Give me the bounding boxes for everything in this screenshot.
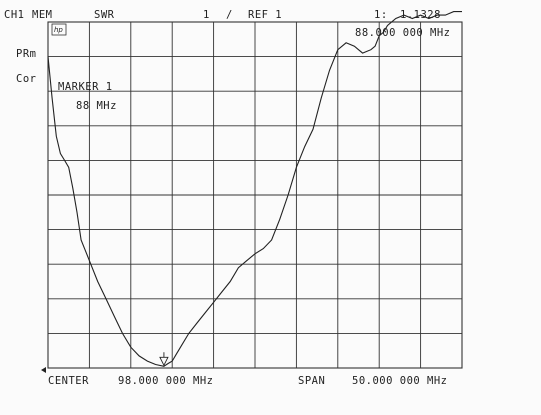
reference-label: REF 1: [248, 9, 283, 21]
span-frequency: 50.000 000 MHz: [352, 375, 448, 387]
center-label: CENTER: [48, 375, 89, 387]
marker-number: 1:: [374, 9, 388, 21]
reference-arrow-icon: [41, 367, 46, 373]
memory-label: MEM: [32, 9, 53, 21]
correction-annotation: Cor: [16, 73, 37, 85]
parameter-annotation: PRm: [16, 48, 37, 60]
hp-logo-box: [51, 23, 67, 36]
marker-triangle-icon: [159, 352, 169, 367]
marker-readout-value: 1.1328: [400, 9, 441, 21]
format-label: SWR: [94, 9, 115, 21]
hp-logo-icon: hp: [54, 26, 63, 34]
marker-box-frequency: 88 MHz: [76, 100, 117, 112]
marker-readout-frequency: 88.000 000 MHz: [355, 27, 451, 39]
graticule: [47, 21, 463, 369]
scale-value: 1: [203, 9, 210, 21]
channel-label: CH1: [4, 9, 25, 21]
scale-slash: /: [226, 9, 233, 21]
marker-box-title: MARKER 1: [58, 81, 113, 93]
span-label: SPAN: [298, 375, 326, 387]
center-frequency: 98.000 000 MHz: [118, 375, 214, 387]
swr-trace: [47, 11, 462, 367]
trace-layer: [47, 11, 462, 367]
